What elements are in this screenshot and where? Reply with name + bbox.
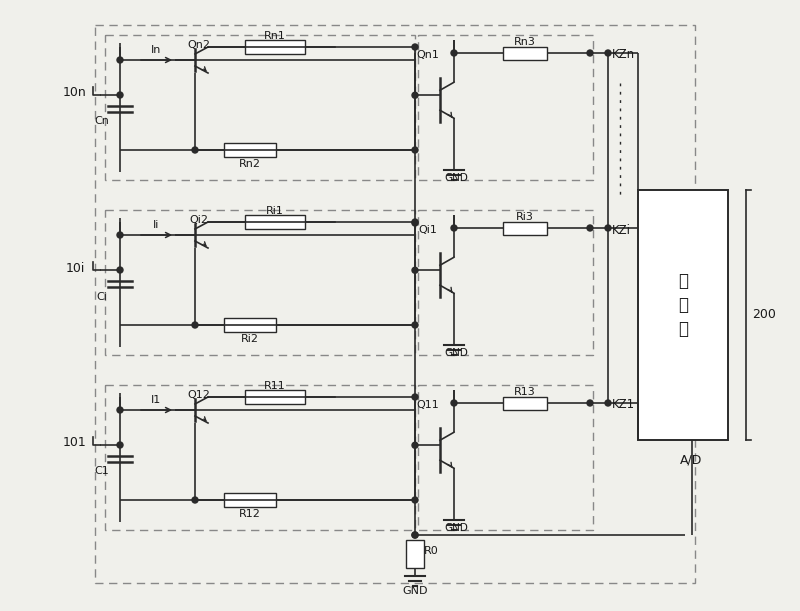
Text: Q11: Q11 bbox=[417, 400, 439, 410]
Circle shape bbox=[451, 400, 457, 406]
Circle shape bbox=[412, 497, 418, 503]
Circle shape bbox=[117, 442, 123, 448]
Circle shape bbox=[117, 267, 123, 273]
Text: KZi: KZi bbox=[612, 224, 631, 236]
Bar bbox=[224, 493, 276, 507]
Text: Rn2: Rn2 bbox=[239, 159, 261, 169]
Bar bbox=[418, 210, 593, 355]
Text: Ri3: Ri3 bbox=[516, 212, 534, 222]
Circle shape bbox=[605, 225, 611, 231]
Text: 控
制
器: 控 制 器 bbox=[678, 273, 688, 338]
Bar bbox=[105, 210, 415, 355]
Bar bbox=[105, 385, 415, 530]
Circle shape bbox=[412, 220, 418, 226]
Circle shape bbox=[451, 50, 457, 56]
Text: R12: R12 bbox=[239, 509, 261, 519]
Circle shape bbox=[412, 219, 418, 225]
Bar bbox=[503, 397, 547, 409]
Text: I1: I1 bbox=[151, 395, 162, 405]
Circle shape bbox=[192, 497, 198, 503]
Text: Qn1: Qn1 bbox=[417, 50, 439, 60]
Text: Ii: Ii bbox=[154, 220, 160, 230]
Text: Rn3: Rn3 bbox=[514, 37, 536, 47]
Circle shape bbox=[117, 407, 123, 413]
Bar bbox=[245, 40, 305, 54]
Text: R0: R0 bbox=[424, 546, 438, 556]
Circle shape bbox=[412, 92, 418, 98]
Text: Cn: Cn bbox=[94, 117, 110, 126]
Circle shape bbox=[117, 232, 123, 238]
Bar bbox=[406, 540, 424, 568]
Text: Ci: Ci bbox=[97, 291, 107, 301]
Circle shape bbox=[192, 322, 198, 328]
Bar bbox=[418, 35, 593, 180]
Text: 10n: 10n bbox=[63, 87, 87, 100]
Circle shape bbox=[117, 92, 123, 98]
Circle shape bbox=[412, 267, 418, 273]
Text: GND: GND bbox=[444, 348, 468, 358]
Text: R11: R11 bbox=[264, 381, 286, 391]
Bar bbox=[418, 385, 593, 530]
Bar bbox=[224, 318, 276, 332]
Text: KZ1: KZ1 bbox=[612, 398, 635, 411]
Circle shape bbox=[587, 400, 593, 406]
Text: Qn2: Qn2 bbox=[187, 40, 210, 50]
Text: Qi2: Qi2 bbox=[190, 215, 209, 225]
Bar bbox=[245, 215, 305, 229]
Text: Ri2: Ri2 bbox=[241, 334, 259, 344]
Circle shape bbox=[412, 394, 418, 400]
Bar bbox=[224, 143, 276, 157]
Bar bbox=[503, 222, 547, 235]
Text: A/D: A/D bbox=[680, 453, 702, 467]
Bar bbox=[503, 46, 547, 59]
Text: C1: C1 bbox=[94, 467, 110, 477]
Circle shape bbox=[412, 532, 418, 538]
Bar bbox=[95, 25, 695, 583]
Circle shape bbox=[412, 44, 418, 50]
Text: Q12: Q12 bbox=[187, 390, 210, 400]
Circle shape bbox=[412, 322, 418, 328]
Bar bbox=[105, 35, 415, 180]
Text: 200: 200 bbox=[752, 309, 776, 321]
Circle shape bbox=[412, 532, 418, 538]
Text: 101: 101 bbox=[63, 436, 87, 450]
Circle shape bbox=[587, 50, 593, 56]
Circle shape bbox=[451, 225, 457, 231]
Text: Rn1: Rn1 bbox=[264, 31, 286, 41]
Text: 10i: 10i bbox=[66, 262, 85, 274]
Text: Qi1: Qi1 bbox=[418, 225, 438, 235]
Circle shape bbox=[605, 50, 611, 56]
Text: GND: GND bbox=[402, 586, 428, 596]
Text: GND: GND bbox=[444, 173, 468, 183]
Text: KZn: KZn bbox=[612, 48, 635, 62]
Circle shape bbox=[412, 147, 418, 153]
Circle shape bbox=[412, 442, 418, 448]
Text: R13: R13 bbox=[514, 387, 536, 397]
Circle shape bbox=[117, 57, 123, 63]
Circle shape bbox=[587, 225, 593, 231]
Bar bbox=[245, 390, 305, 404]
Text: Ri1: Ri1 bbox=[266, 206, 284, 216]
Circle shape bbox=[192, 147, 198, 153]
Text: In: In bbox=[151, 45, 162, 55]
Text: GND: GND bbox=[444, 523, 468, 533]
Bar bbox=[638, 190, 728, 440]
Circle shape bbox=[605, 400, 611, 406]
